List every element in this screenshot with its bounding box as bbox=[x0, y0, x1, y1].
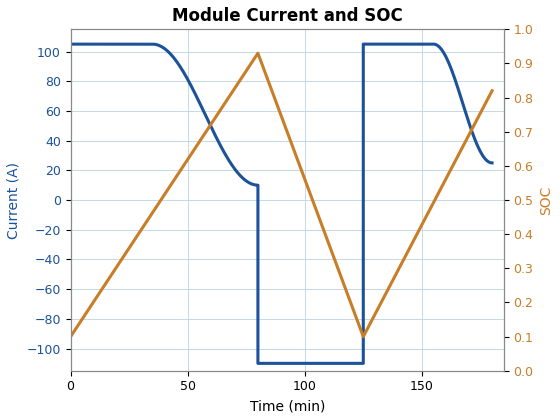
Title: Module Current and SOC: Module Current and SOC bbox=[172, 7, 403, 25]
Y-axis label: Current (A): Current (A) bbox=[7, 162, 21, 239]
X-axis label: Time (min): Time (min) bbox=[250, 399, 325, 413]
Y-axis label: SOC: SOC bbox=[539, 185, 553, 215]
